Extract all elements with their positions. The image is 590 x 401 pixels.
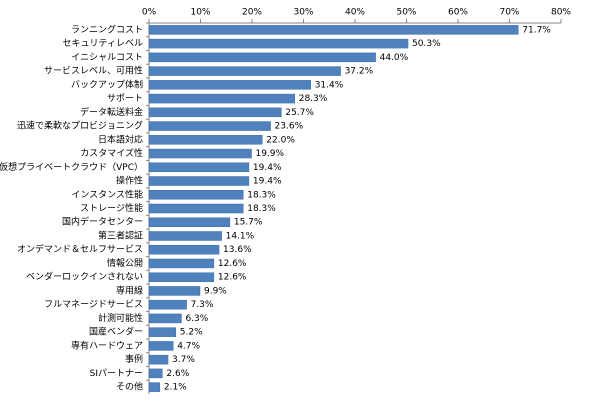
x-tick-label: 10% <box>190 8 210 18</box>
bar <box>148 231 222 241</box>
y-tick-label: 迅速で柔軟なプロビジョニング <box>17 120 143 132</box>
value-label: 9.9% <box>204 286 227 296</box>
value-label: 12.6% <box>218 259 247 269</box>
y-tick-label: 事例 <box>125 353 143 365</box>
x-tick-label: 40% <box>345 8 365 18</box>
value-label: 28.3% <box>299 94 328 104</box>
value-label: 18.3% <box>247 204 276 214</box>
bar <box>148 176 250 186</box>
value-label: 14.1% <box>226 231 255 241</box>
value-label: 50.3% <box>412 39 441 49</box>
bar <box>148 135 263 145</box>
value-label: 4.7% <box>177 341 200 351</box>
y-tick-label: バックアップ体制 <box>71 78 143 90</box>
bar <box>148 313 182 324</box>
x-tick-label: 50% <box>396 8 416 18</box>
value-label: 37.2% <box>345 67 374 77</box>
bar <box>148 162 250 173</box>
bar <box>148 272 215 282</box>
bar <box>148 327 177 337</box>
x-tick-label: 60% <box>448 8 468 18</box>
value-label: 19.4% <box>253 177 282 187</box>
y-tick-label: データ転送料金 <box>80 106 143 118</box>
bar <box>148 25 519 35</box>
y-tick-label: カスタマイズ性 <box>80 147 143 159</box>
bar <box>148 258 215 269</box>
x-tick-label: 70% <box>499 8 519 18</box>
y-tick-label: 日本語対応 <box>98 133 143 145</box>
value-label: 71.7% <box>522 25 551 35</box>
y-tick-label: 第三者認証 <box>98 229 143 241</box>
y-tick-label: オンデマンド＆セルフサービス <box>17 243 143 255</box>
bar <box>148 382 161 392</box>
value-label: 5.2% <box>180 328 203 338</box>
y-tick-label: 専用線 <box>116 284 143 296</box>
x-tick-label: 80% <box>551 8 571 18</box>
bar <box>148 93 295 104</box>
y-tick-label: インスタンス性能 <box>71 188 143 200</box>
value-label: 7.3% <box>191 300 214 310</box>
value-label: 23.6% <box>275 122 304 132</box>
y-tick-label: 操作性 <box>116 175 143 187</box>
bar <box>148 341 174 351</box>
value-label: 2.1% <box>164 383 187 393</box>
y-tick-label: SIパートナー <box>90 368 143 379</box>
x-tick-label: 0% <box>142 8 157 18</box>
bar <box>148 286 201 296</box>
bar <box>148 244 220 255</box>
y-tick-label: サポート <box>107 93 143 104</box>
y-tick-label: セキュリティレベル <box>63 38 143 49</box>
bar <box>148 217 231 227</box>
y-tick-label: イニシャルコスト <box>71 53 143 63</box>
y-tick-label: 国産ベンダー <box>89 326 143 338</box>
y-tick-label: 専有ハードウェア <box>71 339 143 351</box>
value-label: 19.4% <box>253 163 282 173</box>
bar <box>148 121 271 131</box>
y-tick-label: ストレージ性能 <box>80 202 143 214</box>
bar <box>148 107 282 118</box>
y-tick-label: その他 <box>116 381 143 393</box>
value-label: 19.9% <box>255 149 284 159</box>
value-label: 3.7% <box>172 355 195 365</box>
value-label: 44.0% <box>380 53 409 63</box>
y-tick-label: フルマネージドサービス <box>44 299 143 310</box>
y-tick-label: 情報公開 <box>107 257 143 269</box>
value-label: 2.6% <box>166 369 189 379</box>
bar <box>148 190 244 200</box>
y-tick-label: 仮想プライベートクラウド（VPC） <box>0 161 143 173</box>
bar <box>148 354 169 365</box>
y-tick-label: 計測可能性 <box>98 312 143 324</box>
bar <box>148 38 409 49</box>
value-label: 15.7% <box>234 218 263 228</box>
bar <box>148 299 187 310</box>
value-label: 6.3% <box>185 314 208 324</box>
x-tick-label: 30% <box>293 8 313 18</box>
bar <box>148 203 244 214</box>
y-tick-label: サービスレベル、可用性 <box>44 65 143 77</box>
value-label: 18.3% <box>247 190 276 200</box>
bar <box>148 148 252 159</box>
y-tick-label: 国内データセンター <box>62 216 143 228</box>
bar <box>148 66 341 76</box>
value-label: 31.4% <box>315 80 344 90</box>
x-tick-label: 20% <box>242 8 262 18</box>
bar <box>148 368 163 379</box>
bar <box>148 80 311 90</box>
value-label: 22.0% <box>266 135 295 145</box>
bar <box>148 52 376 63</box>
y-tick-label: ランニングコスト <box>71 23 143 35</box>
value-label: 25.7% <box>285 108 314 118</box>
value-label: 13.6% <box>223 245 252 255</box>
value-label: 12.6% <box>218 273 247 283</box>
y-tick-label: ベンダーロックインされない <box>26 271 143 283</box>
